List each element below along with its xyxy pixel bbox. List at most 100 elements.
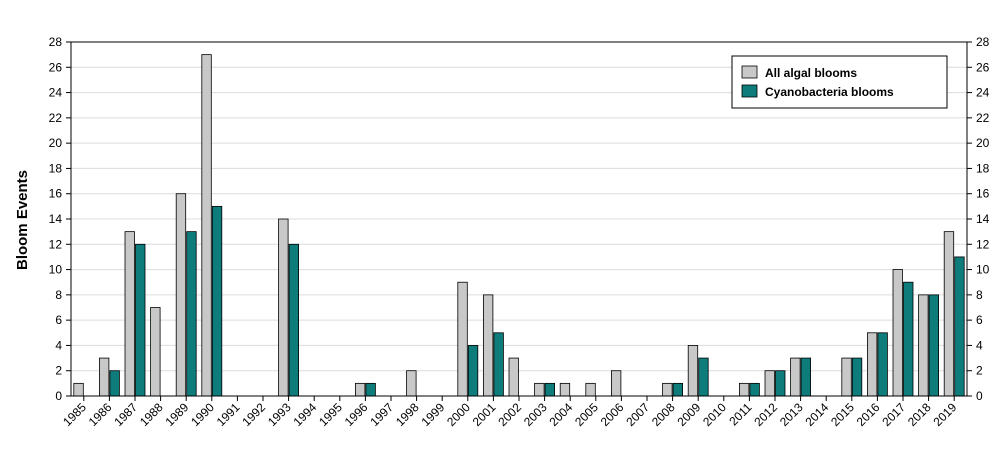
bar-cyanobacteria-2015 bbox=[851, 357, 863, 397]
x-tick-label: 1995 bbox=[316, 400, 345, 429]
y-tick-label-left: 2 bbox=[55, 364, 62, 378]
y-tick-label-right: 18 bbox=[976, 161, 990, 175]
y-tick-label-right: 2 bbox=[976, 364, 983, 378]
x-tick-label: 2013 bbox=[777, 400, 806, 429]
y-axis-label: Bloom Events bbox=[14, 170, 31, 270]
x-tick-label: 2014 bbox=[803, 400, 832, 429]
y-tick-label-left: 22 bbox=[49, 111, 63, 125]
x-tick-label: 2002 bbox=[495, 400, 524, 429]
legend-swatch-cyanobacteria bbox=[741, 84, 758, 98]
bar-cyanobacteria-1989 bbox=[186, 231, 197, 397]
x-tick-label: 1989 bbox=[163, 400, 192, 429]
y-tick-label-left: 10 bbox=[49, 263, 63, 277]
x-tick-label: 2009 bbox=[675, 400, 704, 429]
bar-all-algal-2006 bbox=[611, 370, 622, 397]
bar-cyanobacteria-2009 bbox=[698, 357, 709, 397]
bar-all-algal-2000 bbox=[457, 281, 468, 397]
bar-all-algal-1996 bbox=[354, 382, 366, 397]
bar-all-algal-2002 bbox=[508, 357, 519, 397]
y-tick-label-right: 10 bbox=[976, 263, 990, 277]
x-tick-label: 1985 bbox=[60, 400, 89, 429]
bar-all-algal-2019 bbox=[943, 231, 955, 397]
y-tick-label-left: 20 bbox=[49, 136, 63, 150]
bar-all-algal-2003 bbox=[534, 382, 545, 397]
bar-all-algal-1998 bbox=[406, 370, 417, 397]
x-tick-label: 2000 bbox=[444, 400, 473, 429]
y-tick-label-right: 28 bbox=[976, 35, 990, 49]
bar-cyanobacteria-1987 bbox=[135, 243, 146, 397]
x-tick-label: 1991 bbox=[214, 400, 243, 429]
bar-all-algal-2017 bbox=[892, 269, 903, 397]
x-tick-label: 2019 bbox=[931, 400, 960, 429]
y-tick-label-left: 4 bbox=[55, 338, 62, 352]
x-tick-label: 2016 bbox=[854, 400, 883, 429]
y-tick-label-left: 8 bbox=[55, 288, 62, 302]
bar-all-algal-2016 bbox=[867, 332, 878, 397]
y-tick-label-left: 24 bbox=[49, 86, 63, 100]
legend: All algal blooms Cyanobacteria blooms bbox=[731, 55, 948, 109]
bar-cyanobacteria-2012 bbox=[775, 370, 786, 397]
y-tick-label-right: 4 bbox=[976, 338, 983, 352]
legend-label-all-algal: All algal blooms bbox=[765, 66, 857, 80]
x-tick-label: 2007 bbox=[623, 400, 652, 429]
y-tick-label-left: 18 bbox=[49, 161, 63, 175]
x-tick-label: 2005 bbox=[572, 400, 601, 429]
bar-all-algal-1990 bbox=[201, 54, 212, 397]
bar-all-algal-2012 bbox=[764, 370, 775, 397]
x-tick-label: 2011 bbox=[726, 400, 754, 428]
x-tick-label: 2012 bbox=[751, 400, 780, 429]
x-tick-label: 1996 bbox=[342, 400, 371, 429]
x-tick-label: 1992 bbox=[239, 400, 268, 429]
bar-cyanobacteria-2018 bbox=[928, 294, 939, 397]
y-tick-label-right: 22 bbox=[976, 111, 990, 125]
bar-all-algal-1989 bbox=[175, 193, 187, 397]
legend-label-cyanobacteria: Cyanobacteria blooms bbox=[765, 85, 894, 99]
y-tick-label-right: 0 bbox=[976, 389, 983, 403]
x-tick-label: 1986 bbox=[86, 400, 115, 429]
bar-cyanobacteria-2011 bbox=[749, 382, 760, 397]
x-tick-label: 2017 bbox=[879, 400, 908, 429]
y-tick-label-right: 12 bbox=[976, 237, 990, 251]
bar-cyanobacteria-2019 bbox=[954, 256, 965, 397]
y-tick-label-left: 16 bbox=[49, 187, 63, 201]
bar-all-algal-2015 bbox=[841, 357, 852, 397]
bar-all-algal-1987 bbox=[124, 231, 135, 397]
x-tick-label: 1994 bbox=[291, 400, 320, 429]
bar-all-algal-1985 bbox=[73, 382, 84, 397]
bar-all-algal-2005 bbox=[585, 382, 596, 397]
bar-cyanobacteria-2013 bbox=[800, 357, 811, 397]
y-tick-label-right: 24 bbox=[976, 86, 990, 100]
bar-all-algal-1988 bbox=[150, 307, 161, 397]
y-tick-label-right: 20 bbox=[976, 136, 990, 150]
x-tick-label: 2001 bbox=[470, 400, 499, 429]
x-ticks: 1985198619871988198919901991199219931994… bbox=[60, 396, 960, 429]
bar-cyanobacteria-2008 bbox=[672, 382, 683, 397]
legend-swatch-all-algal bbox=[741, 65, 758, 79]
bar-cyanobacteria-2001 bbox=[493, 332, 504, 397]
bar-all-algal-1986 bbox=[99, 357, 110, 397]
bar-all-algal-2004 bbox=[559, 382, 571, 397]
y-tick-label-right: 14 bbox=[976, 212, 990, 226]
bar-cyanobacteria-1996 bbox=[365, 382, 376, 397]
x-tick-label: 1987 bbox=[111, 400, 140, 429]
bar-cyanobacteria-2003 bbox=[544, 382, 555, 397]
y-tick-label-left: 12 bbox=[49, 237, 63, 251]
y-tick-label-right: 26 bbox=[976, 60, 990, 74]
bar-cyanobacteria-2000 bbox=[467, 345, 479, 397]
y-tick-label-left: 6 bbox=[55, 313, 62, 327]
x-tick-label: 1990 bbox=[188, 400, 217, 429]
bar-all-algal-2013 bbox=[790, 357, 801, 397]
x-tick-label: 1998 bbox=[393, 400, 422, 429]
x-tick-label: 1997 bbox=[367, 400, 396, 429]
x-tick-label: 1988 bbox=[137, 400, 166, 429]
bar-all-algal-2008 bbox=[662, 382, 673, 397]
bar-all-algal-2009 bbox=[687, 345, 699, 397]
y-tick-label-left: 0 bbox=[55, 389, 62, 403]
y-tick-label-right: 8 bbox=[976, 288, 983, 302]
bar-cyanobacteria-2016 bbox=[877, 332, 888, 397]
legend-box bbox=[731, 55, 948, 109]
bar-cyanobacteria-1986 bbox=[109, 370, 120, 397]
